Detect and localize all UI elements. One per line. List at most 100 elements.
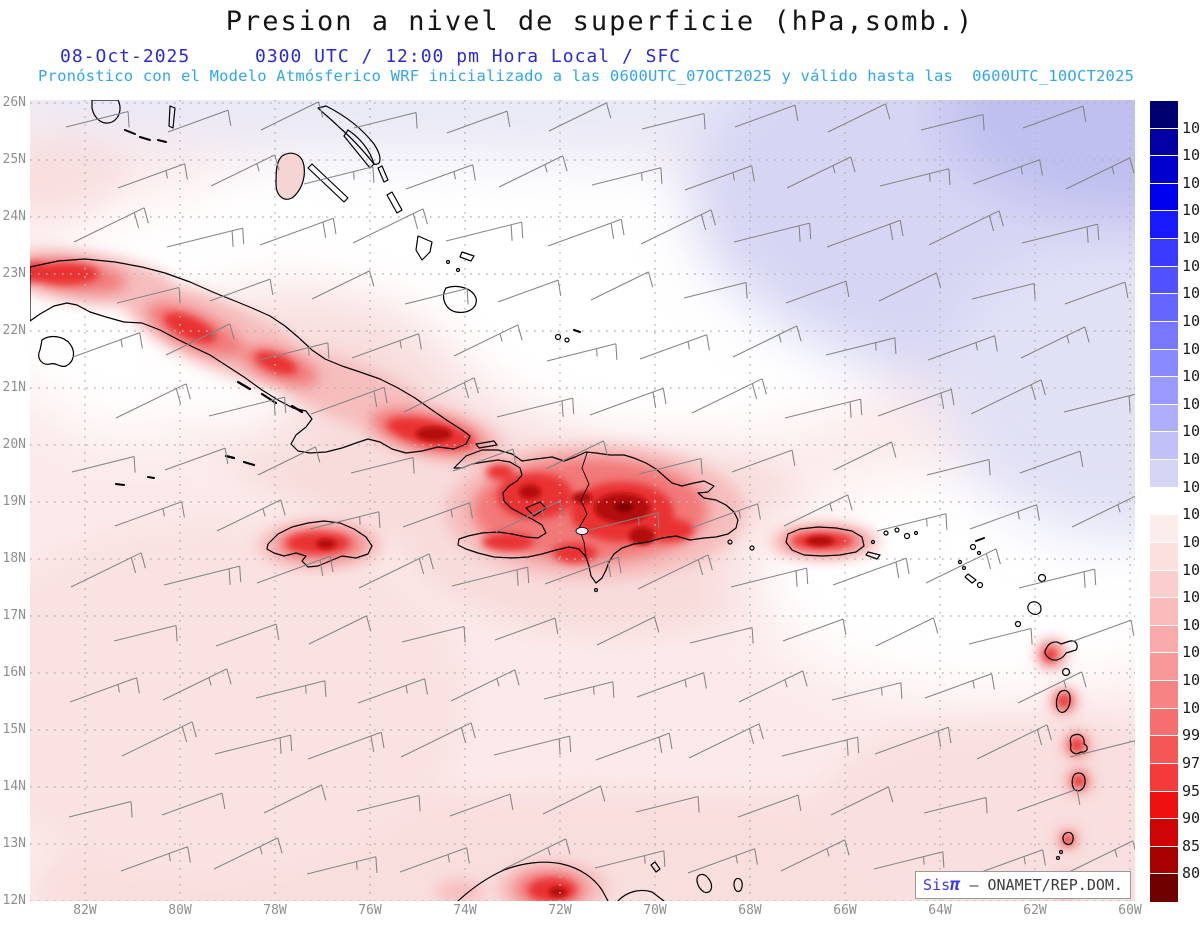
colorbar-tick-label: 1014 xyxy=(1182,477,1200,496)
colorbar-tick-label: 1000 xyxy=(1182,698,1200,717)
wind-barb xyxy=(924,673,995,699)
wind-barb xyxy=(72,332,143,358)
wind-barb xyxy=(928,210,1004,246)
colorbar-tick-label: 1017 xyxy=(1182,394,1200,413)
wind-barb xyxy=(164,447,229,471)
wind-barb xyxy=(640,209,716,245)
wind-barb xyxy=(209,278,274,302)
wind-barb xyxy=(544,556,622,585)
colorbar-tick-label: 1020 xyxy=(1182,311,1200,330)
wind-barb xyxy=(357,678,428,704)
colorbar-tick-label: 1028 xyxy=(1182,229,1200,248)
wind-barb xyxy=(1022,105,1087,129)
wind-barb xyxy=(263,784,327,814)
latitude-tick-label: 19N xyxy=(2,494,26,509)
wind-barb xyxy=(69,677,140,703)
wind-barb xyxy=(688,723,764,759)
colorbar-tick-label: 1013 xyxy=(1182,505,1200,524)
wind-barb xyxy=(1021,223,1100,244)
colorbar-tick-label: 900 xyxy=(1182,809,1200,828)
colorbar-tick-label: 1016 xyxy=(1182,422,1200,441)
colorbar-segment xyxy=(1150,265,1178,295)
wind-barb xyxy=(495,500,565,533)
wind-barb xyxy=(782,618,847,642)
wind-barb xyxy=(738,670,808,703)
wind-barb xyxy=(496,397,575,418)
colorbar-tick-label: 1004 xyxy=(1182,643,1200,662)
wind-barb xyxy=(310,386,388,415)
wind-barb xyxy=(920,113,985,131)
wind-barb xyxy=(542,785,606,815)
wind-barb xyxy=(449,793,514,817)
colorbar-tick-label: 850 xyxy=(1182,836,1200,855)
wind-barb xyxy=(968,627,1033,645)
wind-barb xyxy=(115,383,191,419)
colorbar-segment xyxy=(1150,320,1178,350)
wind-barb xyxy=(352,208,428,244)
wind-barb xyxy=(400,722,476,758)
latitude-tick-label: 22N xyxy=(2,323,26,338)
wind-barb xyxy=(545,440,609,470)
sispi-pi-symbol: π xyxy=(950,875,961,895)
date-label: 08-Oct-2025 xyxy=(60,46,191,67)
wind-barb xyxy=(405,164,476,190)
wind-barb xyxy=(594,850,666,869)
wind-barb xyxy=(734,104,799,128)
latitude-tick-label: 23N xyxy=(2,266,26,281)
wind-barb xyxy=(255,680,327,699)
wind-barb xyxy=(214,734,293,755)
colorbar-segment xyxy=(1150,293,1178,322)
wind-barb xyxy=(258,342,330,361)
colorbar-tick-label: 1030 xyxy=(1182,201,1200,220)
wind-barb xyxy=(452,448,517,472)
page-title: Presion a nivel de superficie (hPa,somb.… xyxy=(225,6,975,37)
wind-barb xyxy=(216,499,286,532)
wind-barb xyxy=(1070,619,1135,643)
wind-barb xyxy=(737,794,802,818)
wind-barb xyxy=(589,387,667,416)
pressure-colorbar-labels: 1050 1040 1035 1030 1028 1025 1022 1020 1019 1018… xyxy=(1182,100,1200,901)
latitude-axis: 26N 25N 24N 23N 22N 21N 20N 19N 18N 17N 16N 15N 14N 1… xyxy=(0,96,28,908)
wind-barb xyxy=(780,839,850,872)
colorbar-tick-label: 1035 xyxy=(1182,173,1200,192)
wind-barb xyxy=(878,272,942,302)
wind-barb xyxy=(827,103,891,133)
latitude-tick-label: 14N xyxy=(2,779,26,794)
wind-barb xyxy=(781,736,860,757)
colorbar-segment xyxy=(1150,459,1178,488)
wind-barb xyxy=(116,286,181,304)
colorbar-segment xyxy=(1150,790,1178,820)
wind-barb xyxy=(1019,450,1084,474)
wind-barb xyxy=(1064,281,1129,305)
wind-barb xyxy=(309,511,381,530)
latitude-tick-label: 21N xyxy=(2,380,26,395)
colorbar-segment xyxy=(1150,624,1178,654)
wind-barb xyxy=(879,168,951,187)
wind-barb xyxy=(450,669,520,702)
wind-barb xyxy=(453,324,523,357)
colorbar-tick-label: 990 xyxy=(1182,726,1200,745)
wind-barb xyxy=(403,377,479,413)
colorbar-tick-label: 1015 xyxy=(1182,450,1200,469)
wind-barb xyxy=(832,557,910,586)
wind-barb xyxy=(497,279,562,303)
wind-barb xyxy=(831,682,903,701)
wind-barb xyxy=(353,111,418,129)
wind-barb xyxy=(926,458,991,476)
colorbar-tick-label: 1002 xyxy=(1182,671,1200,690)
colorbar-segment xyxy=(1150,348,1178,378)
wind-barb xyxy=(596,616,660,646)
colorbar-segment xyxy=(1150,707,1178,737)
latitude-tick-label: 18N xyxy=(2,551,26,566)
wind-barb xyxy=(68,800,133,818)
wind-barb xyxy=(970,379,1046,415)
wind-barb xyxy=(976,724,1052,760)
colorbar-segment xyxy=(1150,486,1178,516)
longitude-tick-label: 78W xyxy=(263,903,287,918)
longitude-axis: 82W 80W 78W 76W 74W 72W 70W 68W 66W 64W 62W 60W xyxy=(30,903,1141,925)
wind-barb xyxy=(1018,568,1097,589)
wind-barb xyxy=(351,333,422,359)
wind-barb xyxy=(451,566,530,587)
longitude-tick-label: 66W xyxy=(833,903,857,918)
pressure-colorbar xyxy=(1150,100,1178,902)
